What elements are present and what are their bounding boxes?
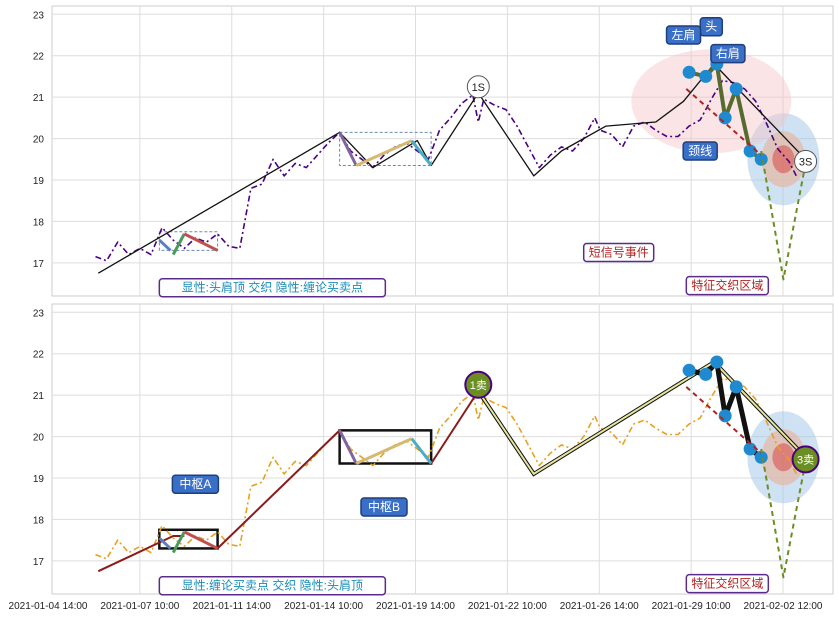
y-tick-label: 22	[33, 52, 45, 63]
pattern-point	[710, 355, 724, 369]
y-tick-label: 18	[33, 217, 45, 228]
annotation-label: 右肩	[716, 46, 740, 61]
x-tick-label: 2021-01-11 14:00	[193, 601, 272, 612]
pattern-point	[754, 450, 768, 464]
annotation-box	[158, 277, 387, 298]
annotation-box	[682, 141, 718, 161]
y-tick-label: 19	[33, 474, 45, 485]
annotation-box	[360, 497, 408, 517]
pivot-box	[158, 231, 219, 251]
annotation-label: 中枢A	[179, 476, 211, 491]
zone-inner	[772, 443, 795, 472]
pattern-point	[718, 111, 732, 125]
y-tick-label: 21	[33, 93, 45, 104]
annotation-label: 特征交织区域	[691, 278, 763, 293]
x-tick-label: 2021-01-26 14:00	[560, 601, 639, 612]
y-tick-label: 20	[33, 433, 45, 444]
zone-inner	[772, 145, 795, 174]
y-tick-label: 17	[33, 557, 45, 568]
pattern-point	[718, 409, 732, 423]
pivot-stroke	[410, 139, 433, 167]
series-line	[97, 63, 807, 274]
y-tick-label: 23	[33, 308, 45, 319]
pivot-stroke	[171, 233, 186, 256]
y-tick-label: 22	[33, 350, 45, 361]
x-tick-label: 2021-01-07 10:00	[100, 601, 179, 612]
annotation-box	[171, 474, 220, 494]
pivot-stroke	[355, 139, 413, 167]
pivot-box	[338, 429, 433, 465]
pivot-stroke	[171, 531, 186, 554]
series-line	[685, 386, 762, 454]
pattern-point	[729, 380, 743, 394]
pivot-stroke	[183, 530, 219, 550]
pivot-stroke	[338, 131, 358, 167]
y-tick-label: 20	[33, 135, 45, 146]
x-tick-label: 2021-02-02 12:00	[744, 601, 823, 612]
x-tick-label: 2021-01-22 10:00	[468, 601, 547, 612]
y-tick-label: 18	[33, 515, 45, 526]
annotation-box	[582, 242, 655, 263]
y-tick-label: 21	[33, 391, 45, 402]
y-tick-label: 19	[33, 176, 45, 187]
annotation-label: 左肩	[672, 27, 696, 42]
annotation-label: 头	[705, 20, 717, 34]
annotation-label: 特征交织区域	[691, 576, 763, 591]
annotation-box	[710, 43, 746, 64]
annotation-label: 中枢B	[368, 499, 400, 514]
series-line	[685, 88, 762, 156]
pivot-stroke	[158, 536, 172, 550]
pattern-point	[754, 152, 768, 166]
series-line	[760, 150, 807, 281]
pattern-point	[699, 69, 713, 83]
pattern-point	[743, 442, 757, 456]
pivot-stroke	[183, 232, 219, 252]
pattern-point	[682, 363, 696, 377]
pivot-stroke	[338, 429, 358, 465]
x-tick-label: 2021-01-29 10:00	[652, 601, 731, 612]
annotation-box	[665, 25, 702, 45]
plot-frame	[51, 303, 834, 595]
annotation-box	[158, 575, 387, 596]
series-line	[477, 361, 807, 475]
annotation-label: 显性:头肩顶 交织 隐性:缠论买卖点	[182, 280, 363, 295]
annotation-box	[685, 573, 770, 594]
y-tick-label: 23	[33, 10, 45, 21]
series-line	[430, 390, 480, 465]
series-line	[95, 79, 799, 262]
pivot-stroke	[410, 437, 433, 465]
y-tick-label: 17	[33, 259, 45, 270]
signal-marker-label: 1卖	[470, 379, 487, 392]
x-tick-label: 2021-01-14 10:00	[284, 601, 363, 612]
pivot-box	[339, 131, 432, 167]
signal-marker	[466, 75, 490, 99]
annotation-box	[685, 275, 770, 296]
pivot-stroke	[158, 238, 172, 252]
x-tick-label: 2021-01-19 14:00	[376, 601, 455, 612]
signal-marker-label: 3卖	[797, 453, 814, 466]
signal-marker	[794, 149, 818, 173]
annotation-label: 显性:缠论买卖点 交织 隐性:头肩顶	[182, 578, 363, 593]
annotation-label: 颈线	[688, 144, 712, 158]
pattern-point	[729, 82, 743, 96]
x-tick-label: 2021-01-04 14:00	[9, 601, 88, 612]
series-line	[216, 429, 341, 550]
annotation-label: 短信号事件	[589, 246, 649, 260]
pattern-point	[699, 367, 713, 381]
pattern-zone	[631, 49, 792, 154]
signal-marker	[464, 370, 493, 399]
signal-marker	[791, 445, 820, 474]
series-line	[760, 448, 807, 579]
signal-marker-label: 1S	[472, 82, 485, 94]
signal-marker-label: 3S	[799, 156, 812, 168]
series-line	[95, 377, 799, 560]
pattern-point	[682, 65, 696, 79]
pattern-point	[743, 144, 757, 158]
pivot-stroke	[355, 437, 413, 465]
